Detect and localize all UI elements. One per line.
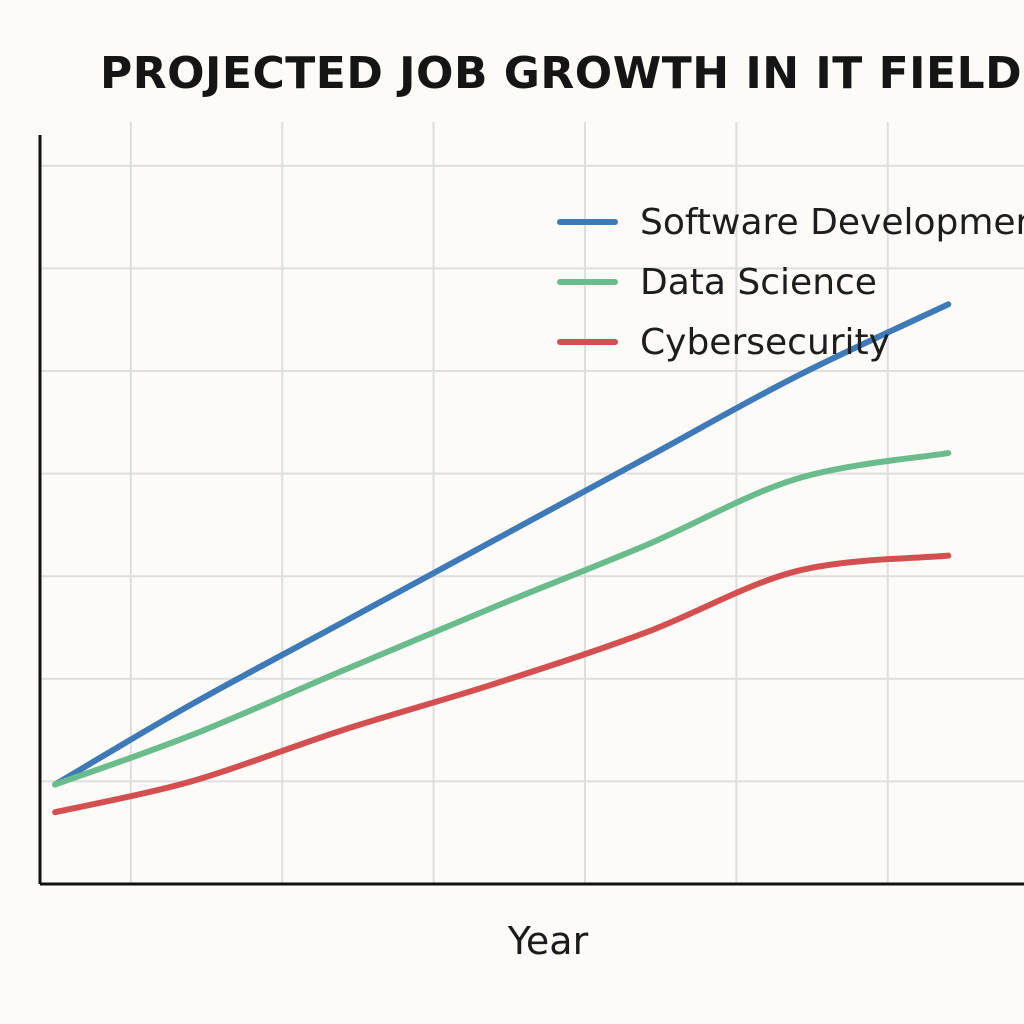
- chart-title: PROJECTED JOB GROWTH IN IT FIELD?: [100, 48, 1024, 99]
- series-lines: [52, 301, 952, 816]
- x-axis-label: Year: [507, 919, 589, 963]
- legend-label-software-developmer: Software Developmer: [640, 202, 1024, 243]
- series-line-software-developmer: [52, 301, 952, 788]
- legend-label-data-science: Data Science: [640, 262, 877, 303]
- legend: Software Developmer Data Science Cybersecu…: [557, 202, 1024, 363]
- series-line-cybersecurity: [52, 552, 952, 816]
- series-line-data-science: [52, 450, 952, 788]
- legend-label-cybersecurity: Cybersecurity: [640, 322, 890, 363]
